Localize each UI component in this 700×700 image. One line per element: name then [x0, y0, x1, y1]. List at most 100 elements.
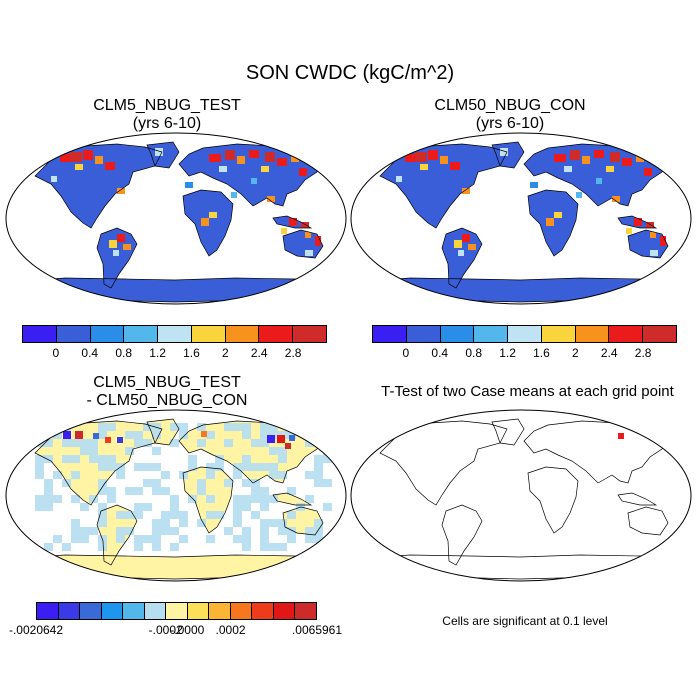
map3-cell-67 — [143, 463, 152, 471]
cb1-swatch-5 — [191, 326, 226, 342]
map3-africa-coast — [182, 466, 234, 534]
map3-cell-3 — [107, 423, 116, 431]
cb1-labels-tick-2: 0.8 — [115, 346, 132, 360]
map3-cell-143 — [161, 511, 170, 519]
map3-cell-77 — [314, 463, 323, 471]
map3-cell-181 — [116, 535, 125, 543]
map1-cell-33 — [185, 182, 193, 188]
map3-cell-107 — [161, 487, 170, 495]
map1-cell-10 — [237, 156, 245, 164]
cb1-swatch-7 — [259, 326, 294, 342]
map3-cell-199 — [242, 543, 251, 551]
map3-cell-160 — [278, 519, 287, 527]
map3-cell-124 — [260, 495, 269, 503]
map3-cell-78 — [35, 471, 44, 479]
map3-cell-55 — [107, 455, 116, 463]
map3-cell-62 — [35, 463, 44, 471]
map1-border — [5, 132, 347, 305]
colorbar-difference — [36, 602, 317, 620]
map3-fill-layer — [12, 418, 340, 580]
map3-cell-31 — [71, 439, 80, 447]
colorbar-test — [22, 325, 327, 343]
map2-cell-19 — [462, 234, 470, 242]
cb3-swatch-0 — [37, 603, 59, 619]
panel1-title: CLM5_NBUG_TEST (yrs 6-10) — [57, 97, 277, 133]
map4-indonesia-coast — [617, 492, 658, 506]
panel3-title-line2: - CLM50_NBUG_CON — [86, 392, 248, 409]
map1-australia-coast — [282, 229, 324, 259]
map3-cell-32 — [80, 439, 89, 447]
map3-cell-89 — [314, 471, 323, 479]
map2-southAmerica-fill — [442, 228, 482, 288]
cb2-labels-tick-0: 0 — [402, 346, 410, 360]
map3-cell-46 — [269, 447, 278, 455]
map3-cell-183 — [143, 535, 152, 543]
map4-northAmerica-coast — [379, 420, 508, 506]
map2-cell-0 — [405, 154, 415, 162]
map3-cell-6 — [170, 423, 179, 431]
map2-cell-12 — [610, 152, 620, 162]
cb2-swatch-4 — [508, 326, 542, 342]
map3-cell-193 — [44, 543, 53, 551]
map3-cell-123 — [251, 495, 260, 503]
cb3-swatch-1 — [58, 603, 81, 619]
map3-cell-40 — [260, 439, 269, 447]
map3-cell-207 — [267, 435, 275, 443]
map3-cell-27 — [323, 431, 332, 439]
map3-cell-81 — [116, 471, 125, 479]
map2-cell-14 — [636, 154, 644, 162]
map3-cell-148 — [233, 511, 242, 519]
map1-cell-8 — [209, 154, 221, 162]
map2-southAmerica-coast — [441, 227, 483, 289]
map1-cell-5 — [75, 164, 83, 170]
map3-cell-29 — [44, 439, 53, 447]
map4-africa-coast — [527, 466, 579, 534]
map3-cell-106 — [152, 487, 161, 495]
map3-cell-209 — [289, 435, 295, 441]
map1-cell-22 — [201, 218, 209, 226]
map3-cell-125 — [269, 495, 278, 503]
cb3-labels-tick-0: -.0020642 — [8, 623, 64, 637]
map2-cell-24 — [634, 218, 642, 226]
map3-cell-172 — [260, 527, 269, 535]
map3-cell-179 — [80, 535, 89, 543]
panel4-title: T-Test of two Case means at each grid po… — [381, 383, 674, 400]
map3-cell-152 — [98, 519, 107, 527]
map3-cell-72 — [233, 463, 242, 471]
panel1-title-line2: (yrs 6-10) — [132, 115, 202, 132]
map2-cell-13 — [622, 158, 632, 166]
map1-cell-21 — [113, 250, 119, 256]
map1-cell-28 — [281, 228, 287, 234]
cb2-swatch-1 — [406, 326, 441, 342]
map3-cell-92 — [98, 479, 107, 487]
map3-cell-76 — [269, 463, 278, 471]
map2-indonesia-coast — [617, 215, 658, 229]
map3-cell-127 — [35, 503, 44, 511]
map3-cell-85 — [233, 471, 242, 479]
cb1-labels-tick-0: 0 — [52, 346, 60, 360]
map3-cell-130 — [98, 503, 107, 511]
cb1-swatch-1 — [56, 326, 91, 342]
map3-cell-195 — [98, 543, 107, 551]
map3-cell-131 — [134, 503, 143, 511]
cb2-swatch-2 — [440, 326, 475, 342]
map3-cell-136 — [260, 503, 269, 511]
map3-cell-97 — [242, 479, 251, 487]
map3-cell-198 — [170, 543, 179, 551]
map3-cell-33 — [89, 439, 98, 447]
cb1-swatch-0 — [23, 326, 57, 342]
cb2-labels-tick-5: 2 — [571, 346, 579, 360]
map3-cell-57 — [215, 455, 224, 463]
map1-cell-29 — [305, 250, 313, 256]
map1-cell-20 — [123, 244, 131, 250]
map3-cell-5 — [152, 423, 161, 431]
map1-cell-27 — [315, 236, 321, 246]
map3-cell-36 — [170, 439, 179, 447]
cb1-labels-tick-4: 1.6 — [183, 346, 200, 360]
map3-cell-20 — [179, 431, 188, 439]
map1-northAmerica-coast — [34, 143, 163, 229]
map3-cell-34 — [134, 439, 143, 447]
map4-border — [350, 409, 692, 582]
map3-cell-177 — [53, 535, 62, 543]
map1-cell-18 — [109, 240, 117, 248]
